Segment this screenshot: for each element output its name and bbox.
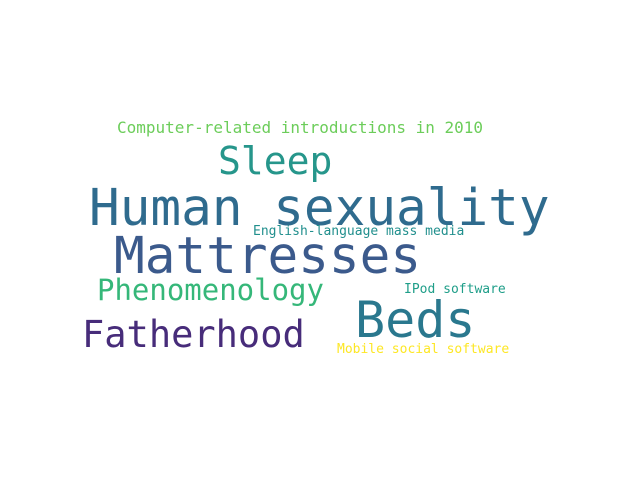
- word-ipod-software: IPod software: [404, 282, 506, 297]
- word-computer-related-introductions: Computer-related introductions in 2010: [117, 118, 484, 137]
- word-mobile-social-software: Mobile social software: [337, 342, 510, 357]
- word-mattresses: Mattresses: [114, 227, 422, 286]
- word-english-language-mass-media: English-language mass media: [253, 224, 465, 239]
- word-phenomenology: Phenomenology: [97, 273, 324, 307]
- word-fatherhood: Fatherhood: [82, 313, 305, 356]
- word-human-sexuality: Human sexuality: [89, 179, 550, 238]
- word-beds: Beds: [355, 291, 476, 349]
- word-sleep: Sleep: [218, 139, 333, 183]
